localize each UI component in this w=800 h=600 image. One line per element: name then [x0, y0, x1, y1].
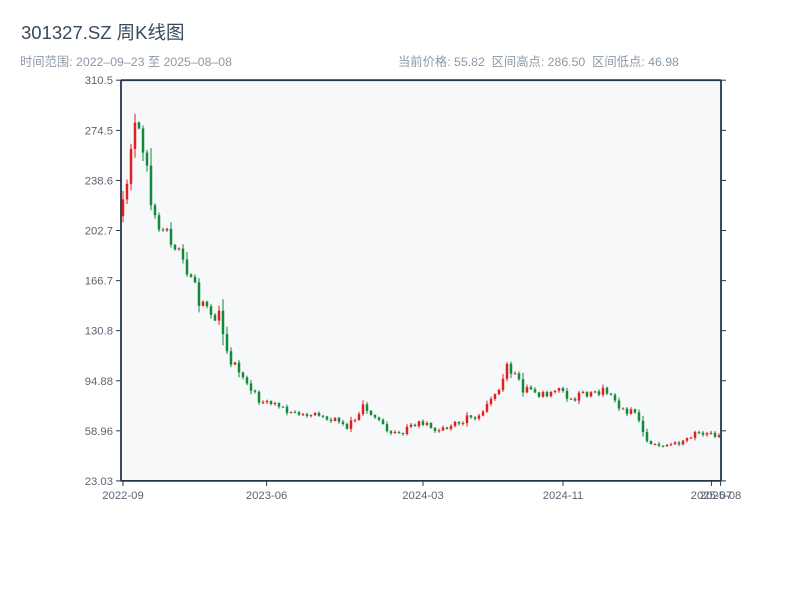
svg-text:130.8: 130.8: [85, 326, 113, 338]
svg-text:58.96: 58.96: [85, 426, 113, 438]
svg-text:202.7: 202.7: [85, 225, 113, 237]
svg-text:94.88: 94.88: [85, 376, 113, 388]
svg-text:2023-06: 2023-06: [246, 490, 287, 502]
svg-text:310.5: 310.5: [85, 75, 113, 87]
svg-text:2025-08: 2025-08: [700, 490, 741, 502]
svg-text:2022-09: 2022-09: [102, 490, 143, 502]
svg-text:274.5: 274.5: [85, 125, 113, 137]
svg-text:166.7: 166.7: [85, 276, 113, 288]
svg-text:2024-11: 2024-11: [543, 490, 584, 502]
svg-text:2024-03: 2024-03: [402, 490, 443, 502]
svg-text:238.6: 238.6: [85, 175, 113, 187]
svg-text:23.03: 23.03: [85, 476, 113, 488]
